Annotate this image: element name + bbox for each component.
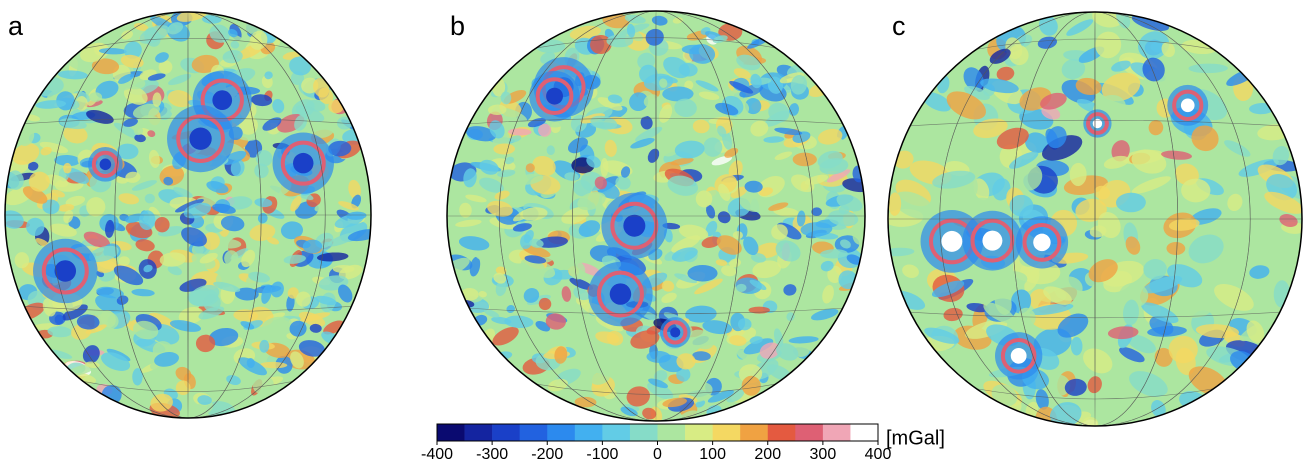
colorbar-segment xyxy=(602,424,630,441)
colorbar-segment xyxy=(768,424,796,441)
colorbar-tick-label: 100 xyxy=(699,446,726,463)
basin-core xyxy=(941,231,962,252)
basin-core xyxy=(1181,99,1195,113)
colorbar-tick-label: -200 xyxy=(531,446,563,463)
anomaly-blob xyxy=(1071,337,1083,355)
colorbar-tick-label: 300 xyxy=(810,446,837,463)
basin-core xyxy=(623,215,645,237)
basin-core xyxy=(189,127,211,149)
basin-core xyxy=(670,327,680,337)
globe xyxy=(440,8,877,427)
colorbar-segment xyxy=(823,424,851,441)
basin-core xyxy=(1011,348,1027,364)
basin-core xyxy=(100,159,112,171)
globe xyxy=(0,6,380,423)
anomaly-blob xyxy=(793,153,817,167)
colorbar-segment xyxy=(795,424,823,441)
panel-label: c xyxy=(892,11,906,41)
globe xyxy=(882,3,1305,432)
basin-core xyxy=(982,231,1002,251)
colorbar-segment xyxy=(630,424,658,441)
colorbar-segment xyxy=(740,424,768,441)
anomaly-blob xyxy=(600,158,608,177)
colorbar-segment xyxy=(492,424,520,441)
anomaly-blob xyxy=(687,265,717,282)
basin-core xyxy=(293,153,313,173)
colorbar-tick-label: -100 xyxy=(586,446,618,463)
colorbar-segment xyxy=(850,424,878,441)
panel-label: a xyxy=(8,11,24,41)
colorbar-segment xyxy=(520,424,548,441)
panel-label: b xyxy=(450,11,465,41)
colorbar-unit: [mGal] xyxy=(886,427,945,449)
colorbar-segment xyxy=(575,424,603,441)
colorbar-tick-label: -400 xyxy=(421,446,453,463)
colorbar-tick-label: 0 xyxy=(653,446,662,463)
basin-core xyxy=(546,88,563,105)
colorbar-segment xyxy=(465,424,493,441)
colorbar-segment xyxy=(685,424,713,441)
colorbar-segment xyxy=(437,424,465,441)
figure: abc-400-300-200-1000100200300400[mGal] xyxy=(0,0,1305,468)
page: abc-400-300-200-1000100200300400[mGal] (… xyxy=(0,0,1305,473)
colorbar-segment xyxy=(547,424,575,441)
colorbar-segment xyxy=(658,424,686,441)
colorbar-tick-label: 200 xyxy=(754,446,781,463)
basin-core xyxy=(610,283,631,304)
basin-core xyxy=(1033,234,1050,251)
colorbar-segment xyxy=(713,424,741,441)
basin-core xyxy=(212,90,232,110)
colorbar-tick-label: -300 xyxy=(476,446,508,463)
